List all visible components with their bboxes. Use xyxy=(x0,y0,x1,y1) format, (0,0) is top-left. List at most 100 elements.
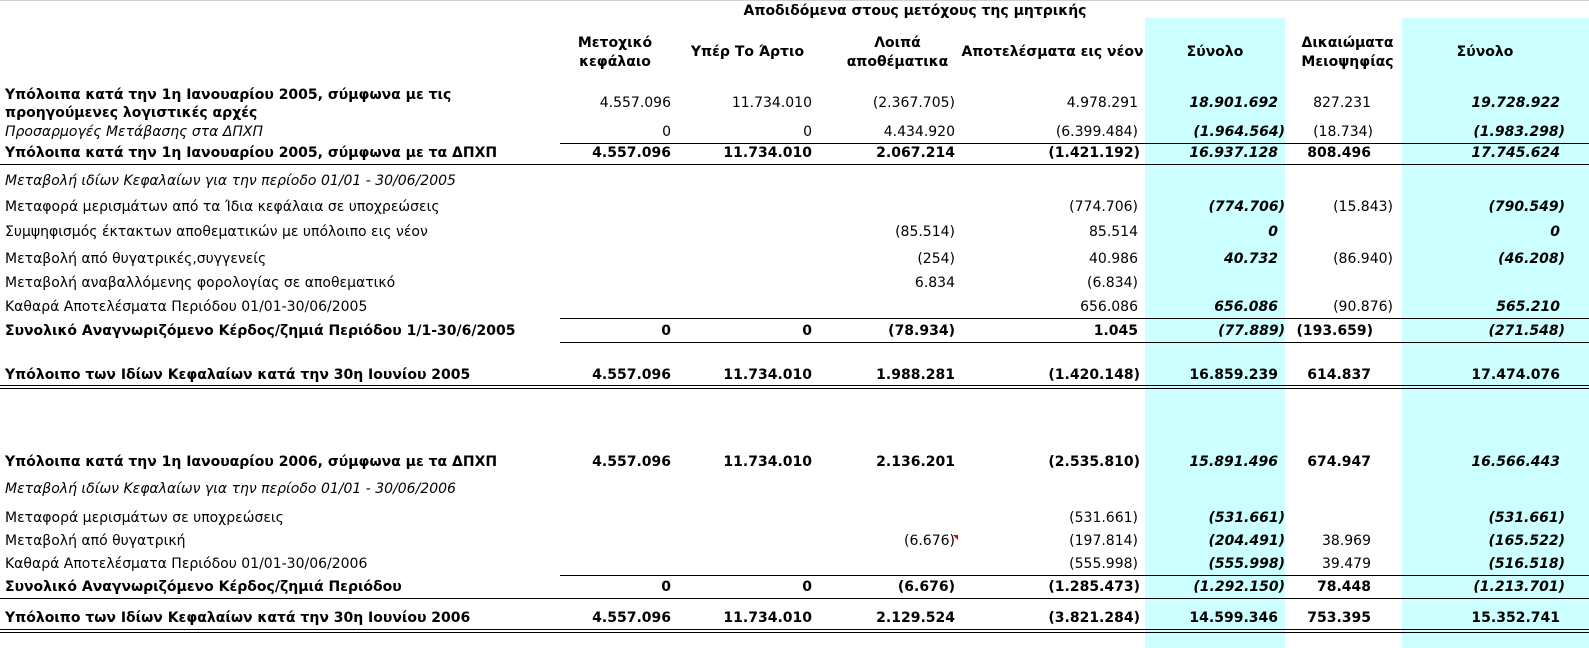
cell-total: (531.661) xyxy=(1208,510,1285,526)
cell-retained-earnings: 656.086 xyxy=(1080,299,1138,315)
cell-share-capital: 4.557.096 xyxy=(599,95,671,111)
cell-total: 40.732 xyxy=(1223,251,1278,267)
cell-share-premium: 11.734.010 xyxy=(723,145,812,161)
cell-minority: (15.843) xyxy=(1333,199,1393,215)
cell-other-reserves: (254) xyxy=(917,251,955,267)
header-share-premium: Υπέρ Το Άρτιο xyxy=(690,44,805,60)
subtotal-line xyxy=(560,342,1589,343)
cell-total: (204.491) xyxy=(1208,533,1285,549)
cell-grand-total: 17.745.624 xyxy=(1471,145,1560,161)
cell-other-reserves: (85.514) xyxy=(895,224,955,240)
cell-share-capital: 4.557.096 xyxy=(592,367,671,383)
row-label: Υπόλοιπα κατά την 1η Ιανουαρίου 2006, σύ… xyxy=(5,454,498,470)
cell-total: 0 xyxy=(1268,224,1278,240)
section-caption: Μεταβολή ιδίων Κεφαλαίων για την περίοδο… xyxy=(5,481,456,497)
comment-indicator-icon[interactable] xyxy=(953,535,958,540)
cell-grand-total: (1.983.298) xyxy=(1473,124,1565,140)
subtotal-line xyxy=(560,143,1589,144)
cell-grand-total: 16.566.443 xyxy=(1471,454,1560,470)
cell-minority: (193.659) xyxy=(1296,323,1373,339)
cell-share-capital: 4.557.096 xyxy=(592,145,671,161)
cell-other-reserves: 2.129.524 xyxy=(876,610,955,626)
cell-retained-earnings: (774.706) xyxy=(1069,199,1138,215)
cell-grand-total: (531.661) xyxy=(1488,510,1565,526)
header-other-reserves: Λοιπά αποθέματικα xyxy=(846,35,949,70)
row-label: Υπόλοιπα κατά την 1η Ιανουαρίου 2005, σύ… xyxy=(5,87,452,121)
cell-minority: 753.395 xyxy=(1307,610,1371,626)
row-label: Μεταβολή αναβαλλόμενης φορολογίας σε απο… xyxy=(5,275,396,291)
sheet-top-border xyxy=(0,0,1589,1)
row-label: Μεταφορά μερισμάτων σε υποχρεώσεις xyxy=(5,510,284,526)
cell-other-reserves: 2.136.201 xyxy=(876,454,955,470)
cell-other-reserves: (6.676) xyxy=(897,579,955,595)
cell-retained-earnings: (197.814) xyxy=(1069,533,1138,549)
row-label: Συμψηφισμός έκτακτων αποθεματικών με υπό… xyxy=(5,224,428,240)
cell-retained-earnings: (6.399.484) xyxy=(1055,124,1138,140)
cell-total: (555.998) xyxy=(1208,556,1285,572)
cell-minority: 827.231 xyxy=(1313,95,1371,111)
cell-other-reserves: 6.834 xyxy=(914,275,955,291)
header-retained-earnings: Αποτελέσματα εις νέον xyxy=(961,44,1144,60)
cell-share-capital: 0 xyxy=(662,124,671,140)
cell-grand-total: (790.549) xyxy=(1488,199,1565,215)
cell-total: 16.937.128 xyxy=(1189,145,1278,161)
cell-other-reserves: (2.367.705) xyxy=(872,95,955,111)
cell-grand-total: (1.213.701) xyxy=(1473,579,1565,595)
cell-total: 15.891.496 xyxy=(1189,454,1278,470)
row-label: Μεταφορά μερισμάτων από τα Ίδια κεφάλαια… xyxy=(5,199,440,215)
row-border xyxy=(0,164,1589,165)
cell-minority: 674.947 xyxy=(1307,454,1371,470)
cell-grand-total: 19.728.922 xyxy=(1471,95,1560,111)
cell-other-reserves: (78.934) xyxy=(888,323,955,339)
cell-retained-earnings: (3.821.284) xyxy=(1048,610,1140,626)
cell-minority: (90.876) xyxy=(1333,299,1393,315)
cell-share-premium: 11.734.010 xyxy=(723,367,812,383)
cell-total: 18.901.692 xyxy=(1189,95,1278,111)
cell-retained-earnings: 40.986 xyxy=(1089,251,1138,267)
row-label: Υπόλοιπο των Ιδίων Κεφαλαίων κατά την 30… xyxy=(5,610,471,626)
cell-grand-total: (271.548) xyxy=(1488,323,1565,339)
cell-other-reserves: (6.676) xyxy=(903,533,955,549)
cell-other-reserves: 1.988.281 xyxy=(876,367,955,383)
double-line-top xyxy=(0,385,1589,386)
cell-share-capital: 4.557.096 xyxy=(592,454,671,470)
double-line-bottom xyxy=(0,388,1589,389)
cell-total: (1.964.564) xyxy=(1193,124,1285,140)
cell-total: 16.859.239 xyxy=(1189,367,1278,383)
header-minority-interests: Δικαιώματα Μειοψηφίας xyxy=(1301,35,1394,70)
cell-retained-earnings: (1.420.148) xyxy=(1048,367,1140,383)
row-label: Μεταβολή από θυγατρικές,συγγενείς xyxy=(5,251,267,267)
cell-grand-total: 0 xyxy=(1550,224,1560,240)
cell-share-premium: 0 xyxy=(802,579,812,595)
row-label: Καθαρά Αποτελέσματα Περιόδου 01/01-30/06… xyxy=(5,299,368,315)
cell-retained-earnings: 4.978.291 xyxy=(1066,95,1138,111)
table-row: Υπόλοιπα κατά την 1η Ιανουαρίου 2005, σύ… xyxy=(0,86,1589,126)
cell-grand-total: 17.474.076 xyxy=(1471,367,1560,383)
row-label: Μεταβολή από θυγατρική xyxy=(5,533,186,549)
cell-retained-earnings: (1.421.192) xyxy=(1048,145,1140,161)
cell-grand-total: (165.522) xyxy=(1488,533,1565,549)
cell-retained-earnings: (1.285.473) xyxy=(1048,579,1140,595)
section-caption: Μεταβολή ιδίων Κεφαλαίων για την περίοδο… xyxy=(5,173,456,189)
cell-minority: 614.837 xyxy=(1307,367,1371,383)
row-label: Υπόλοιπα κατά την 1η Ιανουαρίου 2005, σύ… xyxy=(5,145,498,161)
cell-share-capital: 4.557.096 xyxy=(592,610,671,626)
row-label: Υπόλοιπο των Ιδίων Κεφαλαίων κατά την 30… xyxy=(5,367,471,383)
cell-retained-earnings: (6.834) xyxy=(1086,275,1138,291)
double-line-top xyxy=(0,629,1589,630)
cell-total: 656.086 xyxy=(1214,299,1278,315)
subtotal-line xyxy=(560,575,1589,576)
cell-grand-total: 565.210 xyxy=(1496,299,1560,315)
cell-minority: 39.479 xyxy=(1322,556,1371,572)
header-grand-total: Σύνολο xyxy=(1456,44,1514,60)
cell-grand-total: (46.208) xyxy=(1498,251,1565,267)
cell-grand-total: (516.518) xyxy=(1488,556,1565,572)
cell-retained-earnings: (2.535.810) xyxy=(1048,454,1140,470)
cell-retained-earnings: 1.045 xyxy=(1093,323,1138,339)
row-label: Καθαρά Αποτελέσματα Περιόδου 01/01-30/06… xyxy=(5,556,368,572)
row-label: Συνολικό Αναγνωριζόμενο Κέρδος/ζημιά Περ… xyxy=(5,323,516,339)
cell-retained-earnings: (555.998) xyxy=(1069,556,1138,572)
cell-minority: 808.496 xyxy=(1307,145,1371,161)
cell-share-capital: 0 xyxy=(661,579,671,595)
cell-share-premium: 11.734.010 xyxy=(723,610,812,626)
